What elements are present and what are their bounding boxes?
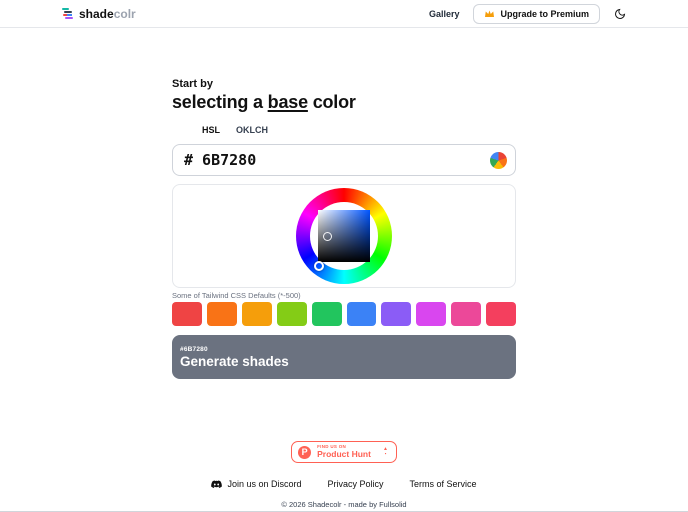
tailwind-swatch-green-500[interactable] (311, 302, 342, 326)
hex-input-wrap (172, 144, 516, 176)
copyright: © 2026 Shadecolr - made by Fullsolid (281, 500, 407, 510)
color-wheel-icon[interactable] (490, 152, 507, 169)
discord-link[interactable]: Join us on Discord (211, 479, 302, 490)
logo-text: shadecolr (79, 6, 136, 21)
footer: Join us on Discord Privacy Policy Terms … (0, 479, 688, 509)
crown-icon (485, 10, 495, 17)
product-hunt-upvote: ▲ ▪ (383, 447, 388, 457)
tailwind-swatch-amber-500[interactable] (241, 302, 272, 326)
gallery-link[interactable]: Gallery (428, 8, 460, 19)
upvote-count: ▪ (384, 451, 387, 457)
upgrade-premium-button[interactable]: Upgrade to Premium (473, 3, 600, 24)
color-mode-tabs: HSL OKLCH (202, 123, 516, 137)
logo[interactable]: shadecolr (62, 7, 136, 21)
dark-mode-toggle[interactable] (614, 8, 626, 20)
tab-oklch[interactable]: OKLCH (236, 125, 268, 135)
moon-icon (615, 8, 626, 19)
generate-hex-label: #6B7280 (180, 345, 208, 353)
hue-thumb[interactable] (314, 261, 324, 271)
color-picker-panel (172, 184, 516, 288)
generate-shades-button[interactable]: #6B7280 Generate shades (172, 335, 516, 379)
tab-hsl[interactable]: HSL (202, 125, 220, 135)
tailwind-swatch-lime-500[interactable] (276, 302, 307, 326)
upgrade-premium-label: Upgrade to Premium (500, 8, 589, 19)
tailwind-defaults-label: Some of Tailwind CSS Defaults (*-500) (172, 291, 301, 300)
tailwind-swatch-fuchsia-500[interactable] (416, 302, 447, 326)
saturation-value-square[interactable] (318, 210, 370, 262)
product-hunt-name: Product Hunt (317, 448, 371, 459)
tailwind-swatch-pink-500[interactable] (451, 302, 482, 326)
discord-label: Join us on Discord (227, 479, 302, 490)
product-hunt-kicker: FIND US ON (317, 444, 347, 449)
header: shadecolr Gallery Upgrade to Premium (0, 0, 688, 28)
shadecolr-logo-icon (62, 7, 73, 19)
upvote-arrow-icon: ▲ (382, 446, 388, 453)
discord-icon (211, 480, 223, 488)
privacy-policy-link[interactable]: Privacy Policy (327, 479, 384, 490)
tailwind-swatch-rose-500[interactable] (486, 302, 517, 326)
page-title: selecting a base color (172, 92, 356, 112)
tailwind-swatch-row (172, 302, 517, 326)
generate-shades-label: Generate shades (180, 353, 289, 369)
product-hunt-logo-icon: P (298, 445, 312, 459)
product-hunt-badge[interactable]: P FIND US ON Product Hunt ▲ ▪ (291, 441, 397, 464)
hue-wheel[interactable] (296, 188, 392, 284)
tailwind-swatch-violet-500[interactable] (381, 302, 412, 326)
tailwind-swatch-orange-500[interactable] (206, 302, 237, 326)
hex-color-input[interactable] (172, 144, 516, 176)
tailwind-swatch-blue-500[interactable] (346, 302, 377, 326)
terms-of-service-link[interactable]: Terms of Service (409, 479, 477, 490)
saturation-value-thumb[interactable] (323, 232, 332, 241)
main-content: Start by selecting a base color HSL OKLC… (172, 78, 517, 464)
tailwind-swatch-red-500[interactable] (172, 302, 202, 326)
hero-kicker: Start by (172, 78, 213, 90)
